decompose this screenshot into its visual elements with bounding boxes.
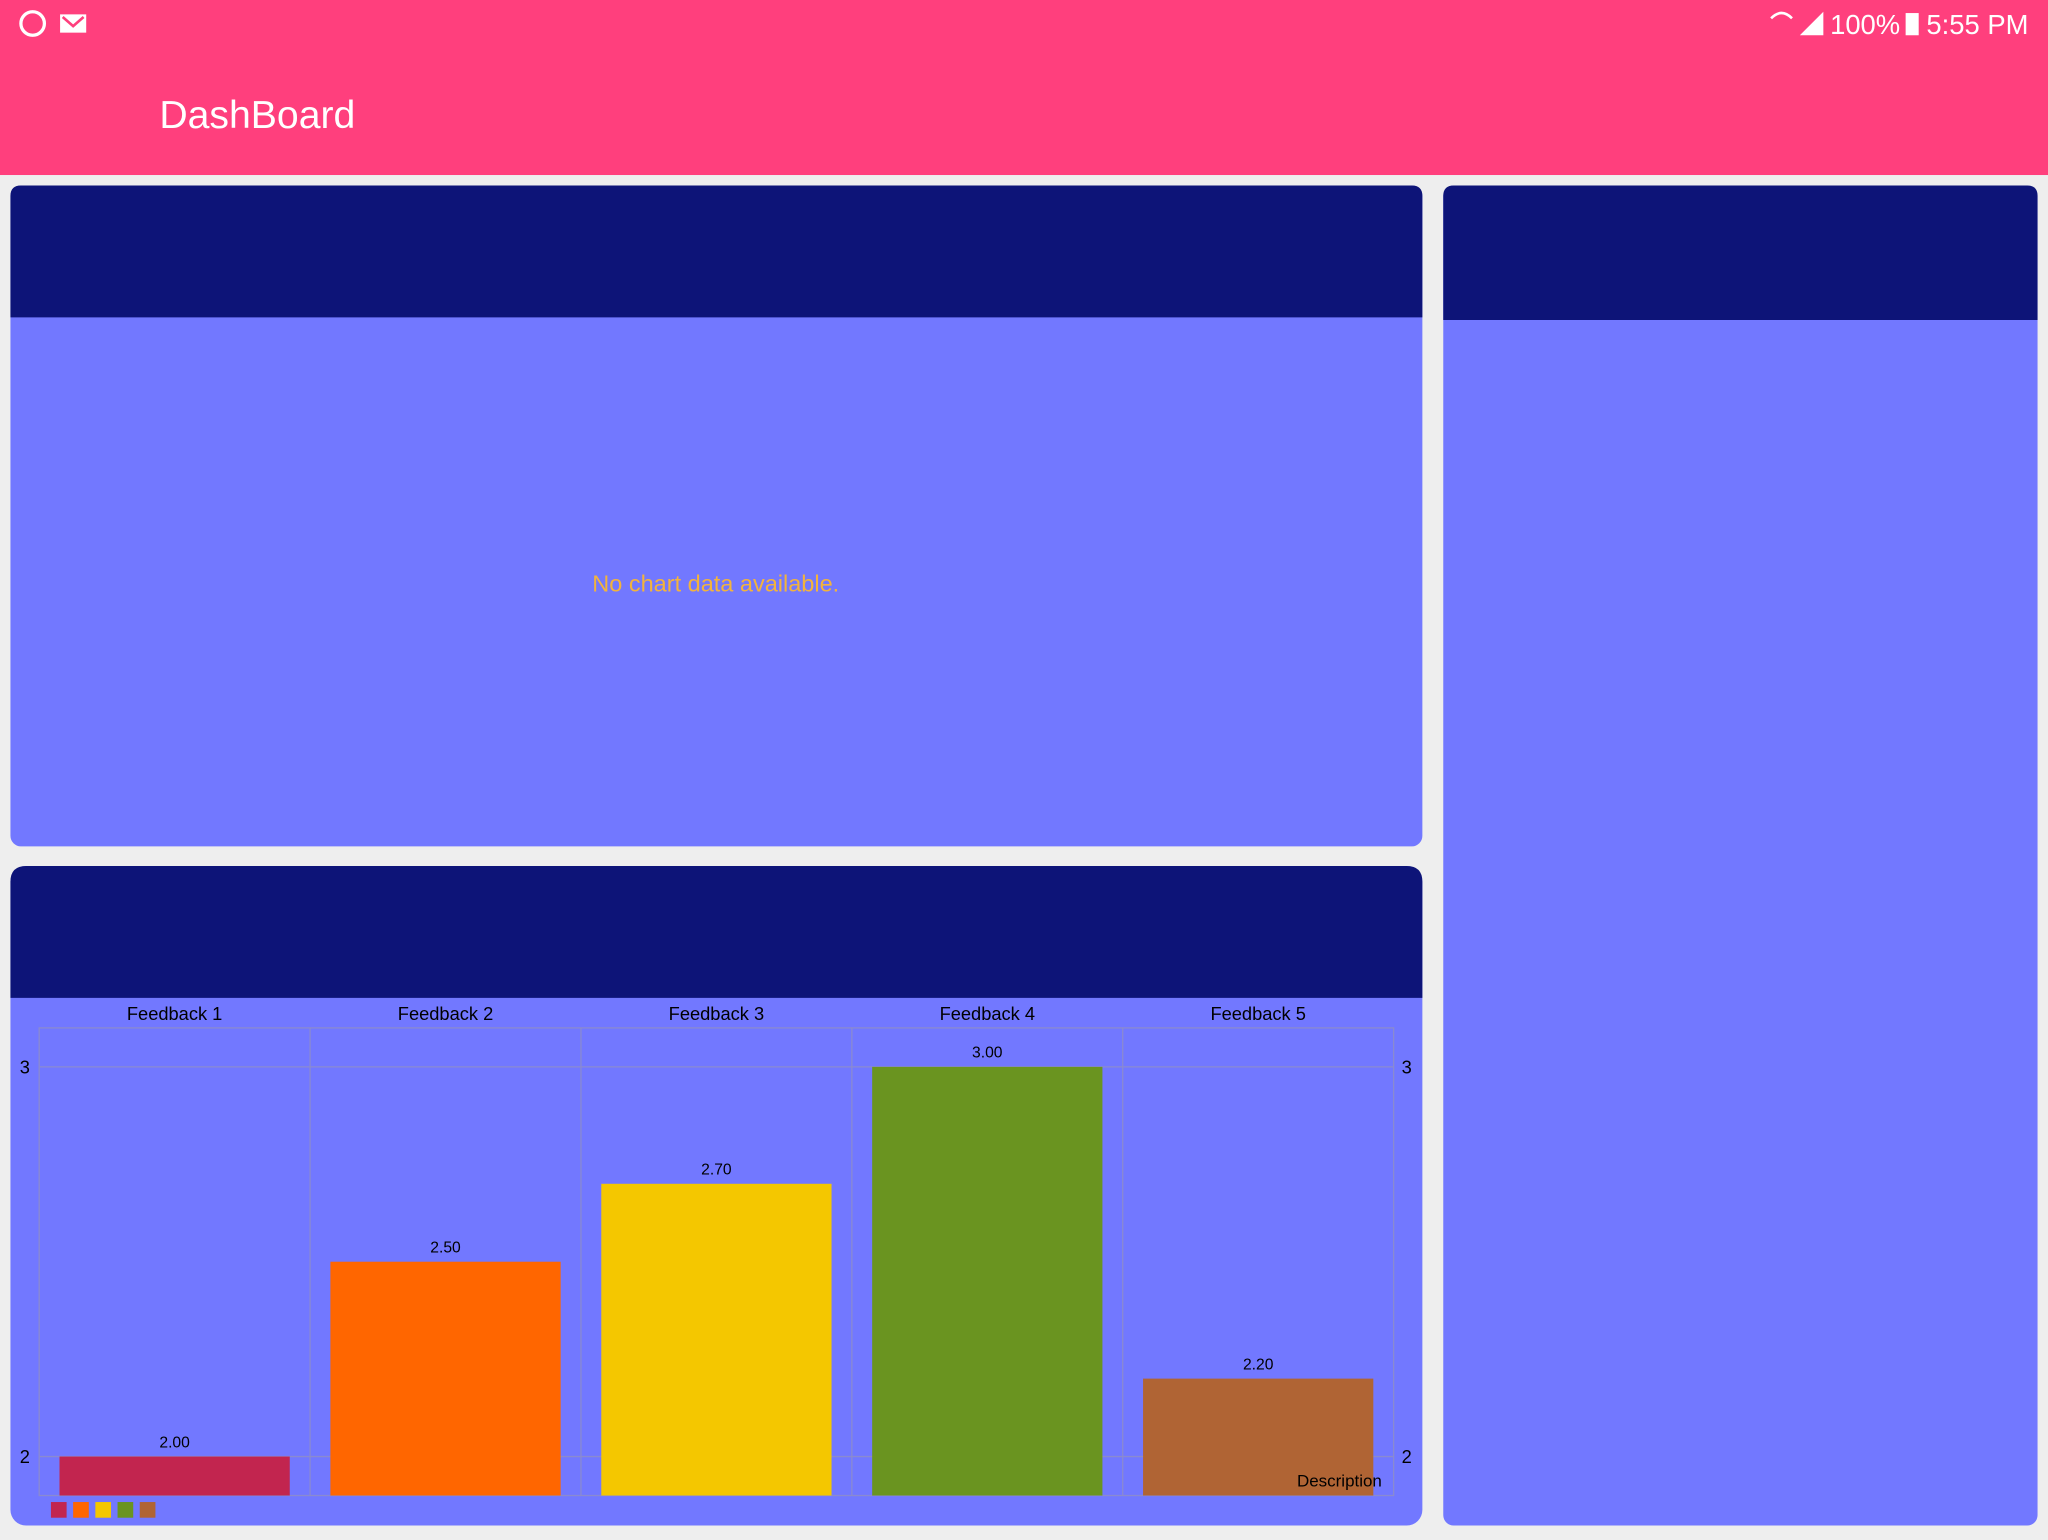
status-icon bbox=[19, 10, 47, 37]
legend-swatch bbox=[73, 1502, 89, 1518]
battery-icon bbox=[1905, 13, 1919, 36]
legend-swatch bbox=[139, 1502, 156, 1518]
mail-icon-fold bbox=[61, 15, 85, 28]
battery-text: 100% bbox=[1830, 9, 1900, 40]
card-header bbox=[10, 185, 1423, 318]
y-tick-label: 2 bbox=[20, 1446, 30, 1467]
x-tick-label: Feedback 3 bbox=[669, 1003, 764, 1024]
x-tick-label: Feedback 5 bbox=[1210, 1003, 1305, 1024]
wifi-icon bbox=[1770, 11, 1793, 20]
clock: 5:55 PM bbox=[1926, 9, 2028, 40]
x-tick-label: Feedback 2 bbox=[398, 1003, 493, 1024]
card bbox=[1443, 185, 2038, 1526]
x-tick-label: Feedback 1 bbox=[127, 1003, 222, 1024]
bar bbox=[330, 1261, 561, 1496]
card bbox=[10, 185, 1423, 847]
bar bbox=[59, 1456, 290, 1496]
card-header bbox=[1443, 185, 2038, 320]
legend-swatch bbox=[50, 1502, 67, 1518]
app-title: DashBoard bbox=[159, 94, 355, 137]
card-header bbox=[10, 865, 1423, 998]
legend-swatch bbox=[95, 1502, 112, 1518]
bar bbox=[872, 1066, 1103, 1496]
y2-tick-label: 2 bbox=[1402, 1446, 1412, 1467]
chart-description: Description bbox=[1297, 1471, 1382, 1490]
value-label: 3.00 bbox=[972, 1045, 1003, 1062]
value-label: 2.50 bbox=[430, 1240, 461, 1257]
x-tick-label: Feedback 4 bbox=[940, 1003, 1035, 1024]
value-label: 2.70 bbox=[701, 1162, 732, 1179]
app-bar bbox=[0, 0, 2048, 176]
value-label: 2.20 bbox=[1243, 1356, 1274, 1373]
bar-chart: 2 2 3 3 Feedback 1 2.00 Feedback 2 2.50 Feedback… bbox=[20, 1003, 1412, 1518]
bar bbox=[1143, 1378, 1374, 1496]
value-label: 2.00 bbox=[159, 1434, 190, 1451]
bar bbox=[601, 1183, 832, 1496]
y-tick-label: 3 bbox=[20, 1056, 30, 1077]
legend-swatch bbox=[117, 1502, 134, 1518]
y2-tick-label: 3 bbox=[1402, 1056, 1412, 1077]
empty-message: No chart data available. bbox=[592, 571, 839, 597]
